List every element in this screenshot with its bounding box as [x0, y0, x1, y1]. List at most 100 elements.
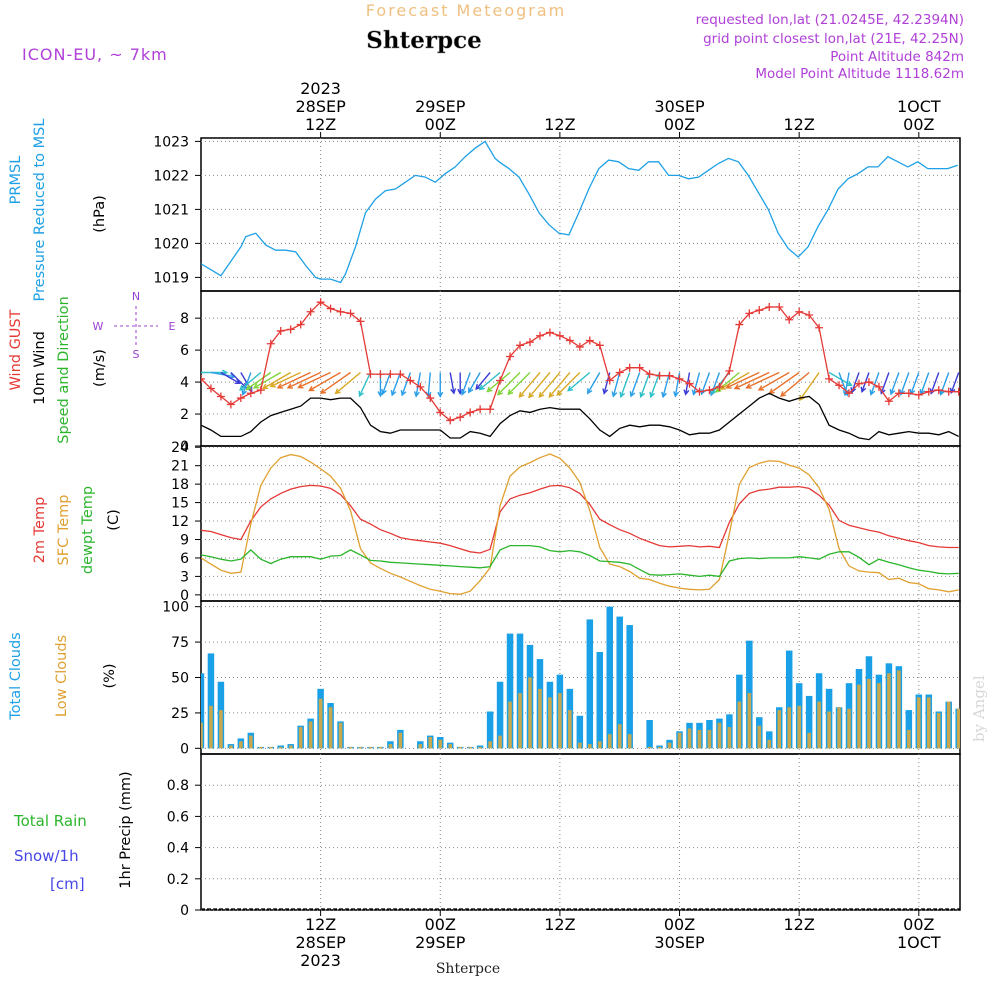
gust-marker — [944, 387, 953, 396]
clouds-bar-low — [368, 746, 373, 749]
clouds-bar-low — [717, 722, 722, 749]
wind-arrow — [758, 371, 790, 391]
wind-arrow — [528, 372, 551, 398]
clouds-bar-total — [805, 695, 813, 749]
pressure-ytick-label: 1019 — [153, 270, 189, 286]
wind-arrow-head — [725, 383, 732, 389]
gust-marker — [296, 320, 305, 329]
header-model: ICON-EU, ~ 7km — [22, 45, 168, 64]
wind-series-wind-gust — [201, 301, 959, 422]
wind-arrow-head — [297, 383, 304, 389]
clouds-bar-low — [219, 710, 223, 749]
wind-arrow-head — [269, 381, 276, 388]
clouds-bar-total — [476, 745, 484, 749]
temperature-series-sfc-temp — [201, 453, 959, 595]
temperature-ytick-label: 12 — [171, 514, 189, 530]
clouds-bar-low — [428, 737, 433, 749]
top-axis-label: 12Z — [544, 115, 575, 134]
gust-marker — [924, 387, 933, 396]
wind-arrow-head — [733, 384, 741, 390]
wind-arrow-head — [949, 387, 956, 395]
gust-marker — [815, 323, 824, 332]
wind-arrow-head — [400, 389, 407, 397]
clouds-bar-low — [697, 729, 702, 749]
header-gridpoint: grid point closest lon,lat (21E, 42.25N) — [703, 31, 964, 47]
gust-marker — [854, 379, 863, 388]
clouds-bar-low — [268, 746, 273, 749]
wind-arrow — [640, 372, 651, 397]
gust-marker — [525, 338, 534, 347]
clouds-bar-low — [847, 708, 851, 749]
wind-arrow — [277, 371, 311, 389]
gust-marker — [884, 397, 893, 406]
wind-arrow-head — [661, 391, 667, 399]
gust-marker — [426, 394, 435, 403]
gust-marker — [785, 315, 794, 324]
gust-marker — [695, 387, 704, 396]
wind-arrow-head — [475, 384, 482, 391]
wind-arrow-head — [846, 380, 853, 387]
gust-marker — [874, 382, 883, 391]
top-axis-label: 28SEP — [295, 97, 346, 116]
clouds-bar-low — [448, 744, 453, 749]
wind-arrow-head — [496, 389, 503, 396]
clouds-bar-low — [358, 746, 363, 749]
wind-arrow-head — [850, 387, 857, 394]
wind-arrow — [287, 371, 321, 389]
bottom-axis-label: 00Z — [425, 915, 456, 934]
wind-arrow-head — [619, 391, 626, 399]
clouds-bar-total — [277, 745, 284, 749]
precip-ytick-label: 0 — [180, 903, 189, 919]
clouds-unit: (%) — [102, 663, 118, 688]
panel-pressure: 1019 1020 1021 1022 1023 PRMSL Pressure Reduce… — [8, 119, 961, 301]
wind-arrow — [769, 371, 800, 394]
clouds-bar-low — [657, 746, 662, 749]
panel-temperature: 0 3 6 9 12 15 18 21 24 2m Temp SFC Temp dewpt Temp (… — [32, 440, 961, 604]
clouds-ytick-label: 100 — [162, 600, 189, 616]
top-axis-label: 29SEP — [415, 97, 466, 116]
clouds-bar-low — [378, 746, 383, 749]
panel-precip: 0 0.2 0.4 0.6 0.8 Total Rain Snow/1h [cm] 1hr Pr… — [13, 753, 961, 919]
wind-arrow-head — [245, 384, 252, 391]
gust-marker — [645, 370, 654, 379]
clouds-bar-low — [388, 744, 393, 749]
temperature-plot — [201, 453, 959, 595]
top-axis-label: 00Z — [664, 115, 695, 134]
clouds-bar-low — [936, 712, 941, 749]
gust-marker — [226, 400, 235, 409]
clouds-bar-low — [607, 734, 612, 749]
wind-arrow-head — [390, 389, 397, 397]
wind-arrow — [630, 372, 641, 397]
clouds-bar-total — [616, 616, 623, 749]
wind-arrow-head — [567, 385, 574, 392]
header-model-altitude: Model Point Altitude 1118.62m — [755, 66, 964, 82]
wind-arrow — [309, 371, 341, 392]
wind-arrow — [700, 372, 711, 395]
gust-marker — [825, 374, 834, 383]
gust-marker — [675, 374, 684, 383]
wind-arrow — [650, 372, 661, 397]
clouds-bar-low — [907, 729, 911, 749]
clouds-bar-low — [318, 698, 323, 749]
wind-arrow-head — [715, 386, 722, 393]
gust-marker — [216, 392, 225, 401]
clouds-bar-low — [209, 705, 213, 749]
compass-south: S — [133, 348, 140, 361]
temperature-ytick-label: 24 — [171, 440, 189, 456]
gust-marker — [496, 376, 505, 385]
temperature-ytick-label: 18 — [171, 477, 189, 493]
clouds-bar-low — [328, 707, 333, 749]
wind-arrow — [780, 371, 810, 397]
pressure-plot — [201, 140, 958, 284]
gust-marker — [555, 331, 564, 340]
precip-rain-label: Total Rain — [13, 812, 87, 830]
clouds-bar-low — [201, 722, 203, 749]
pressure-ytick-label: 1021 — [153, 202, 189, 218]
clouds-bar-low — [558, 693, 562, 749]
wind-arrow — [662, 372, 671, 398]
wind-arrow — [358, 372, 372, 397]
clouds-bar-total — [506, 633, 514, 749]
header-top-title: Forecast Meteogram — [366, 1, 566, 20]
compass-north: N — [132, 290, 140, 303]
wind-arrow — [920, 372, 930, 395]
